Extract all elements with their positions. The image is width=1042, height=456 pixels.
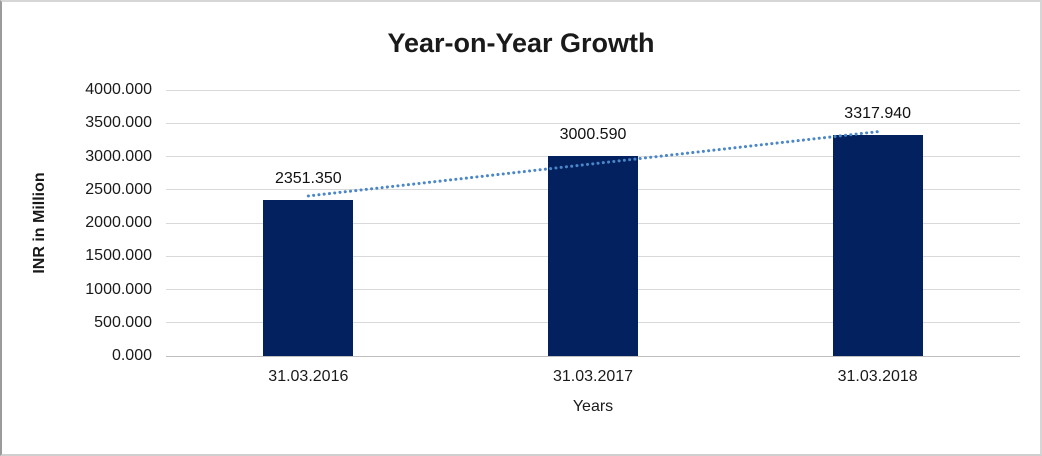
x-tick-label: 31.03.2017 [552,368,634,385]
gridline [166,89,1020,91]
x-axis-title: Years [572,398,614,415]
gridline [166,122,1020,124]
bar-31.03.2017 [548,156,638,356]
bar-data-label: 3317.940 [844,105,912,123]
bar-31.03.2018 [832,135,923,356]
y-tick-label: 500.000 [94,313,152,331]
bar-data-label: 2351.350 [274,169,342,187]
y-tick-label: 3000.000 [85,147,152,165]
bar-31.03.2016 [263,199,354,356]
x-tick-label: 31.03.2016 [268,368,349,385]
y-tick-label: 2500.000 [85,180,152,198]
x-tick-label: 31.03.2018 [837,368,918,385]
chart-title: Year-on-Year Growth [387,28,655,58]
bar-data-label: 3000.590 [559,126,627,144]
y-tick-label: 3500.000 [85,114,152,132]
y-tick-label: 1500.000 [85,247,152,265]
x-axis-line [166,356,1020,357]
y-tick-label: 0.000 [111,347,152,364]
y-tick-label: 2000.000 [85,214,152,231]
y-tick-label: 4000.000 [85,81,152,98]
y-tick-label: 1000.000 [85,280,152,298]
